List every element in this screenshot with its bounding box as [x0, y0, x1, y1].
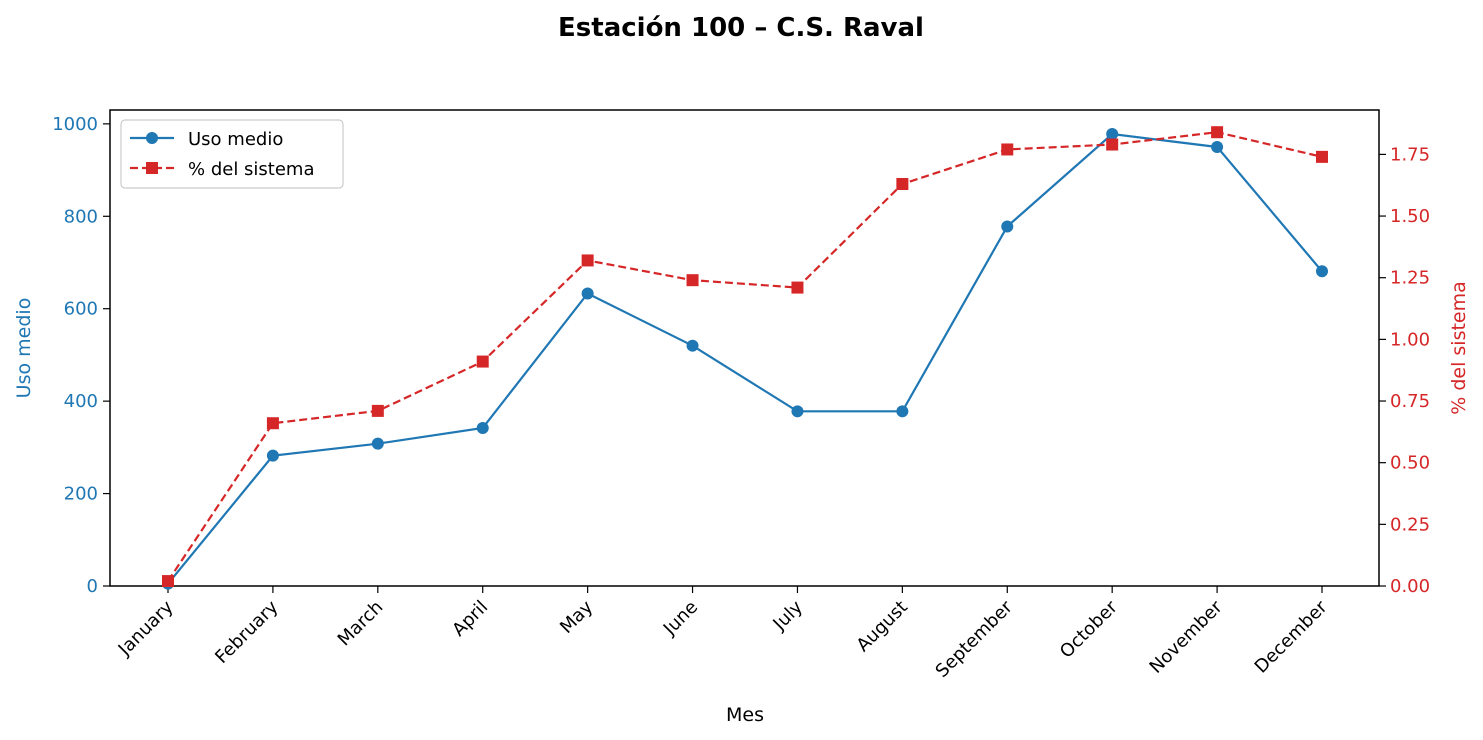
legend-label-uso-medio: Uso medio: [188, 129, 283, 150]
data-point-pct-sistema: [476, 355, 489, 368]
data-point-uso-medio: [581, 287, 594, 300]
legend-marker-uso-medio: [146, 132, 158, 144]
data-point-uso-medio: [1001, 220, 1014, 233]
data-point-uso-medio: [1106, 128, 1119, 141]
legend-marker-pct-sistema: [146, 162, 158, 174]
data-point-pct-sistema: [581, 254, 594, 267]
data-point-pct-sistema: [791, 281, 804, 294]
x-tick-label: May: [556, 596, 597, 637]
y-left-tick-label: 1000: [52, 114, 98, 135]
y-left-tick-label: 600: [64, 299, 98, 320]
x-tick-label: October: [1056, 596, 1122, 662]
x-tick-label: June: [659, 597, 702, 640]
data-point-uso-medio: [1211, 140, 1224, 153]
legend-frame: [120, 119, 344, 189]
plot-area: [109, 109, 1380, 587]
data-point-uso-medio: [686, 339, 699, 352]
y-axis-right: 0.00 0.25 0.50 0.75 1.00 1.25 1.50 1.75: [1379, 144, 1430, 597]
y-right-tick-label: 1.25: [1390, 268, 1430, 289]
data-point-uso-medio: [896, 405, 909, 418]
y-right-tick-label: 0.00: [1390, 576, 1430, 597]
x-tick-label: November: [1146, 596, 1227, 677]
y-left-tick-label: 0: [87, 576, 98, 597]
x-axis: January February March April May June July Augu…: [114, 586, 1332, 682]
data-point-pct-sistema: [1106, 138, 1119, 151]
x-tick-label: March: [334, 597, 388, 651]
plot-frame: [109, 109, 1380, 587]
data-point-uso-medio: [791, 405, 804, 418]
series-line-uso-medio: [167, 132, 1323, 585]
data-point-pct-sistema: [162, 575, 174, 588]
data-point-uso-medio: [266, 449, 279, 462]
data-point-pct-sistema: [686, 274, 699, 287]
y-right-tick-label: 1.75: [1390, 144, 1430, 165]
y-right-tick-label: 0.50: [1390, 453, 1430, 474]
data-point-uso-medio: [371, 437, 384, 450]
data-point-pct-sistema: [266, 417, 279, 430]
legend-label-pct-sistema: % del sistema: [188, 159, 315, 180]
series-layer: [162, 126, 1328, 590]
chart-title: Estación 100 – C.S. Raval: [558, 13, 924, 43]
x-axis-label: Mes: [726, 704, 764, 726]
legend: Uso medio % del sistema: [120, 119, 344, 189]
data-point-pct-sistema: [1316, 150, 1328, 163]
y-right-tick-label: 1.50: [1390, 206, 1430, 227]
y-axis-left-label: Uso medio: [13, 298, 35, 399]
x-tick-label: August: [853, 597, 912, 656]
y-right-tick-label: 0.25: [1390, 514, 1430, 535]
x-tick-label: July: [769, 596, 808, 635]
series-line-pct-sistema: [167, 131, 1323, 582]
y-left-tick-label: 200: [64, 484, 98, 505]
data-point-uso-medio: [1316, 265, 1328, 278]
x-tick-label: April: [448, 597, 492, 641]
y-right-tick-label: 1.00: [1390, 329, 1430, 350]
y-left-tick-label: 400: [64, 391, 98, 412]
x-tick-label: January: [114, 596, 178, 660]
y-axis-left: 0 200 400 600 800 1000: [52, 114, 110, 597]
data-point-pct-sistema: [1001, 143, 1014, 156]
data-point-pct-sistema: [371, 404, 384, 417]
data-point-pct-sistema: [896, 177, 909, 190]
y-left-tick-label: 800: [64, 206, 98, 227]
y-right-tick-label: 0.75: [1390, 391, 1430, 412]
data-point-uso-medio: [476, 421, 489, 434]
data-point-pct-sistema: [1211, 126, 1224, 139]
y-axis-right-label: % del sistema: [1448, 281, 1470, 415]
x-tick-label: February: [211, 596, 282, 667]
x-tick-label: December: [1251, 596, 1332, 677]
x-tick-label: September: [932, 596, 1018, 682]
